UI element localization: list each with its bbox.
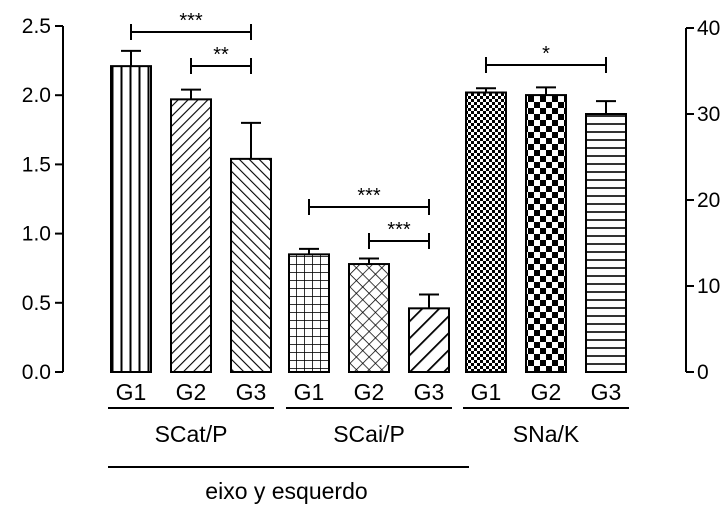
category-label: G3 [591, 379, 622, 405]
significance-label: *** [179, 10, 203, 32]
bar [288, 253, 330, 373]
bar [408, 307, 450, 373]
right-axis-tick-label: 10 [697, 275, 720, 298]
group-label: SCai/P [333, 421, 405, 447]
category-label: G1 [294, 379, 325, 405]
left-axis-tick-label: 2.5 [22, 15, 51, 38]
right-axis-tick-label: 30 [697, 103, 720, 126]
bar [170, 98, 212, 374]
bottom-group-label: eixo y esquerdo [205, 478, 367, 504]
category-label: G1 [471, 379, 502, 405]
right-axis-tick-label: 40 [697, 17, 720, 40]
group-label: SNa/K [513, 421, 580, 447]
left-axis-tick-label: 1.0 [22, 223, 51, 246]
category-label: G2 [531, 379, 562, 405]
significance-label: *** [357, 185, 381, 207]
bar [230, 157, 272, 373]
bar [110, 65, 152, 374]
left-axis-tick-label: 1.5 [22, 153, 51, 176]
bar [348, 263, 390, 374]
left-axis-tick-label: 0.5 [22, 292, 51, 315]
left-axis-tick-label: 0.0 [22, 361, 51, 384]
category-label: G2 [354, 379, 385, 405]
category-label: G3 [414, 379, 445, 405]
category-label: G3 [236, 379, 267, 405]
significance-label: *** [387, 219, 411, 241]
category-label: G2 [176, 379, 207, 405]
group-label: SCat/P [155, 421, 228, 447]
category-label: G1 [116, 379, 147, 405]
right-axis-tick-label: 20 [697, 189, 720, 212]
bar [525, 94, 567, 374]
right-axis-tick-label: 0 [697, 361, 709, 384]
left-axis-tick-label: 2.0 [22, 84, 51, 107]
significance-label: ** [213, 44, 229, 66]
bar [585, 113, 627, 373]
bar [465, 91, 507, 373]
significance-label: * [542, 43, 550, 65]
